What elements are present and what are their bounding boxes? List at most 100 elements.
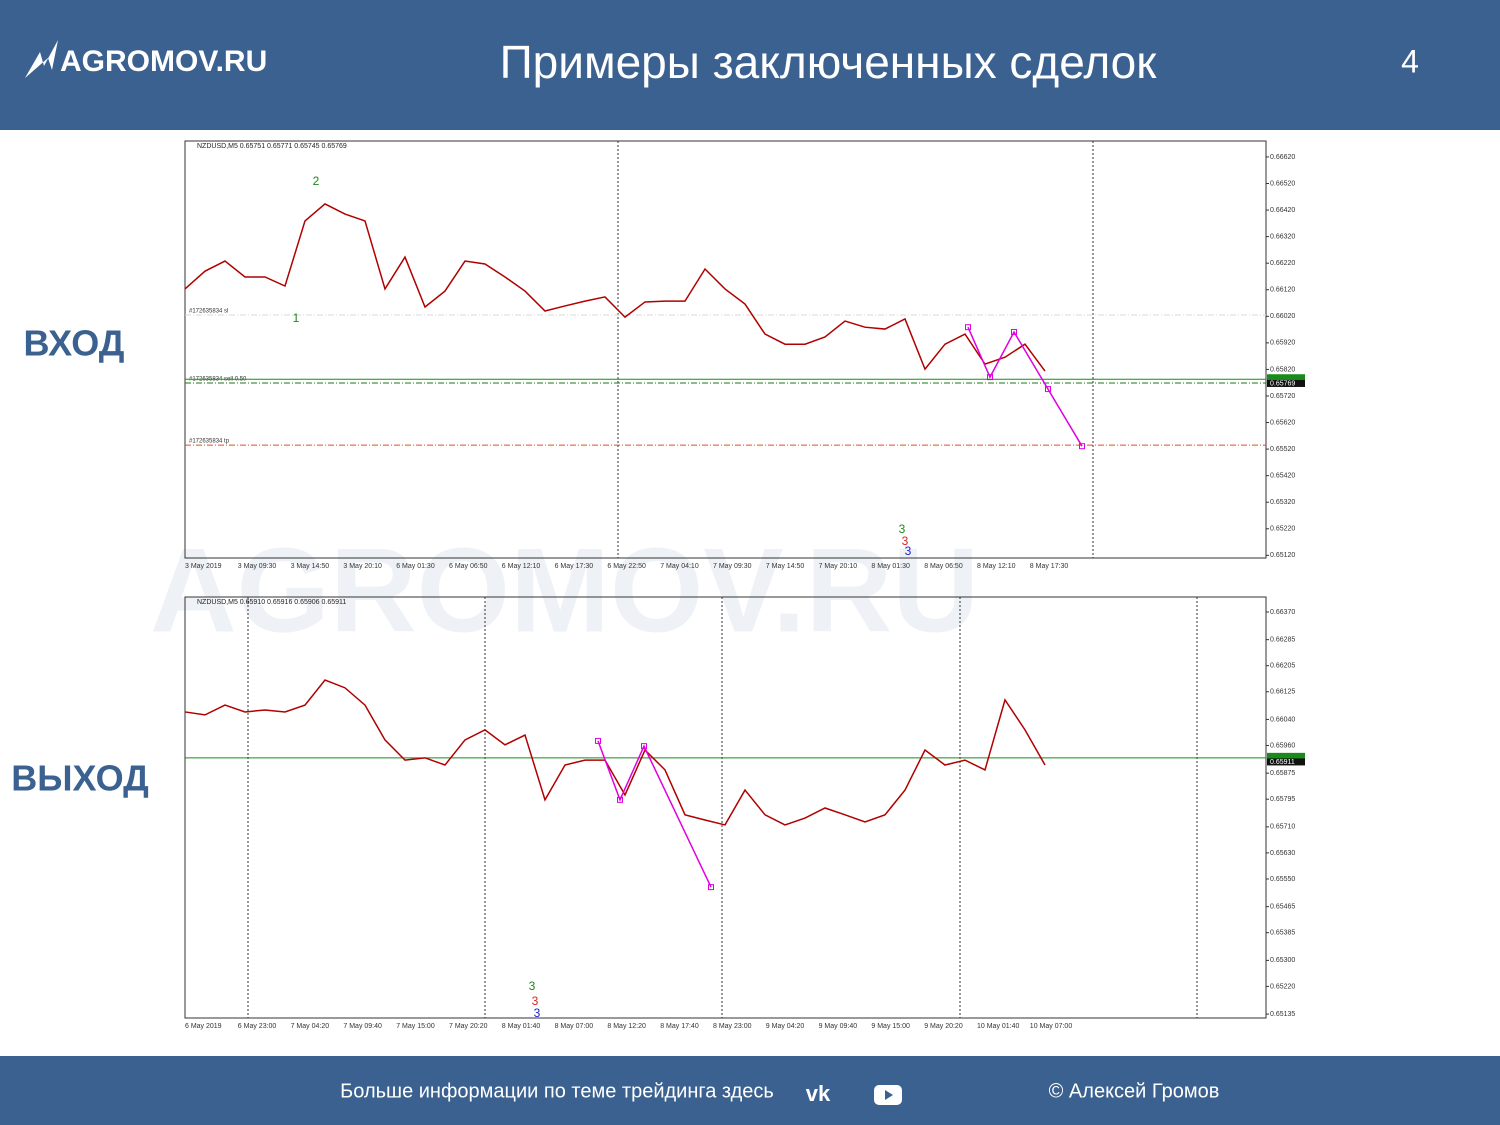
y-tick-label: 0.65875: [1270, 770, 1295, 777]
wave-label: 3: [529, 979, 536, 993]
zigzag-point: [708, 884, 714, 891]
wave-label: 3: [902, 534, 909, 548]
y-tick-label: 0.66320: [1270, 233, 1295, 240]
wave-labels: 1 2 3 3 3 3 3 3: [293, 174, 912, 1020]
x-tick-label: 8 May 01:30: [871, 563, 910, 570]
y-tick-label: 0.65465: [1270, 903, 1295, 910]
x-tick-label: 8 May 06:50: [924, 563, 963, 570]
x-tick-label: 8 May 01:40: [502, 1023, 541, 1030]
x-tick-label: 6 May 06:50: [449, 563, 488, 570]
watermark: AGROMOV.RU: [150, 524, 979, 658]
youtube-play: [885, 1090, 893, 1100]
zigzag-point: [617, 796, 623, 803]
footer-author: © Алексей Громов: [1049, 1080, 1220, 1102]
y-tick-label: 0.65920: [1270, 340, 1295, 347]
price-line: [184, 203, 1046, 372]
y-tick-label: 0.65820: [1270, 366, 1295, 373]
y-tick-label: 0.65120: [1270, 552, 1295, 559]
zigzag-point: [965, 324, 971, 331]
chart-header: NZDUSD,M5 0.65751 0.65771 0.65745 0.6576…: [197, 143, 347, 150]
y-tick-label: 0.65320: [1270, 499, 1295, 506]
zigzag-point: [1079, 443, 1085, 450]
zigzag-point: [987, 374, 993, 381]
logo: AGROMOV.RU: [60, 45, 267, 78]
price-tag: [1267, 379, 1305, 387]
y-tick-label: 0.65710: [1270, 824, 1295, 831]
x-tick-label: 7 May 09:30: [713, 563, 752, 570]
wave-label: 1: [293, 311, 300, 325]
x-tick-label: 7 May 14:50: [766, 563, 805, 570]
x-tick-label: 8 May 12:10: [977, 563, 1016, 570]
x-tick-label: 6 May 2019: [185, 1023, 222, 1030]
chart-header: NZDUSD,M5 0.65910 0.65916 0.65906 0.6591…: [197, 599, 346, 606]
wave-label: 3: [532, 994, 539, 1008]
entry-label: ВХОД: [24, 323, 125, 364]
price-tag-label: 0.65911: [1270, 759, 1295, 766]
wave-label: 2: [313, 174, 320, 188]
x-tick-label: 6 May 01:30: [396, 563, 435, 570]
vk-icon[interactable]: vk: [806, 1081, 831, 1106]
x-tick-label: 6 May 23:00: [238, 1023, 277, 1030]
x-tick-label: 9 May 04:20: [766, 1023, 805, 1030]
x-tick-label: 9 May 20:20: [924, 1023, 963, 1030]
header-bar: [0, 0, 1500, 130]
x-tick-label: 8 May 17:30: [1030, 563, 1069, 570]
y-tick-label: 0.66220: [1270, 260, 1295, 267]
wave-label: 3: [905, 544, 912, 558]
y-tick-label: 0.66205: [1270, 663, 1295, 670]
x-tick-label: 3 May 20:10: [343, 563, 382, 570]
price-line: [184, 679, 1046, 826]
zigzag-point: [1045, 386, 1051, 393]
bid-tag: [1267, 752, 1305, 759]
y-tick-label: 0.65620: [1270, 419, 1295, 426]
footer-bar: [0, 1056, 1500, 1125]
y-tick-label: 0.66040: [1270, 716, 1295, 723]
y-tick-label: 0.65550: [1270, 876, 1295, 883]
footer-info: Больше информации по теме трейдинга здес…: [340, 1080, 774, 1102]
plot-frame: [184, 140, 1267, 559]
x-tick-label: 8 May 12:20: [607, 1023, 646, 1030]
y-tick-label: 0.65420: [1270, 473, 1295, 480]
order-label: #172635834 tp: [189, 439, 230, 445]
x-tick-label: 7 May 15:00: [396, 1023, 435, 1030]
zigzag: [967, 326, 1083, 447]
y-tick-label: 0.66120: [1270, 287, 1295, 294]
x-tick-label: 6 May 17:30: [555, 563, 594, 570]
exit-label: ВЫХОД: [11, 758, 149, 799]
x-tick-label: 7 May 20:10: [819, 563, 858, 570]
x-tick-label: 3 May 09:30: [238, 563, 277, 570]
y-tick-label: 0.65520: [1270, 446, 1295, 453]
y-tick-label: 0.65795: [1270, 796, 1295, 803]
x-tick-label: 7 May 20:20: [449, 1023, 488, 1030]
price-tag-label: 0.65769: [1270, 380, 1295, 387]
y-tick-label: 0.65385: [1270, 930, 1295, 937]
x-tick-label: 10 May 01:40: [977, 1023, 1020, 1030]
slide-title: Примеры заключенных сделок: [500, 36, 1158, 88]
bid-tag: [1267, 374, 1305, 381]
zigzag-point: [641, 743, 647, 750]
x-tick-label: 7 May 04:10: [660, 563, 699, 570]
y-tick-label: 0.66520: [1270, 180, 1295, 187]
x-tick-label: 8 May 23:00: [713, 1023, 752, 1030]
x-tick-label: 10 May 07:00: [1030, 1023, 1073, 1030]
y-tick-label: 0.65720: [1270, 393, 1295, 400]
y-tick-label: 0.65220: [1270, 983, 1295, 990]
y-tick-label: 0.66370: [1270, 609, 1295, 616]
x-tick-label: 8 May 07:00: [555, 1023, 594, 1030]
order-label: #172635834 sl: [189, 309, 228, 315]
y-tick-label: 0.65220: [1270, 526, 1295, 533]
x-tick-label: 9 May 09:40: [819, 1023, 858, 1030]
x-tick-label: 7 May 09:40: [343, 1023, 382, 1030]
y-tick-label: 0.66620: [1270, 154, 1295, 161]
x-tick-label: 6 May 12:10: [502, 563, 541, 570]
x-tick-label: 3 May 2019: [185, 563, 222, 570]
y-tick-label: 0.65135: [1270, 1011, 1295, 1018]
zigzag-point: [1011, 328, 1017, 335]
zigzag-point: [595, 737, 601, 744]
page-number: 4: [1401, 43, 1419, 79]
logo-icon: [25, 40, 58, 78]
plot-frame: [184, 596, 1267, 1019]
y-tick-label: 0.66125: [1270, 689, 1295, 696]
